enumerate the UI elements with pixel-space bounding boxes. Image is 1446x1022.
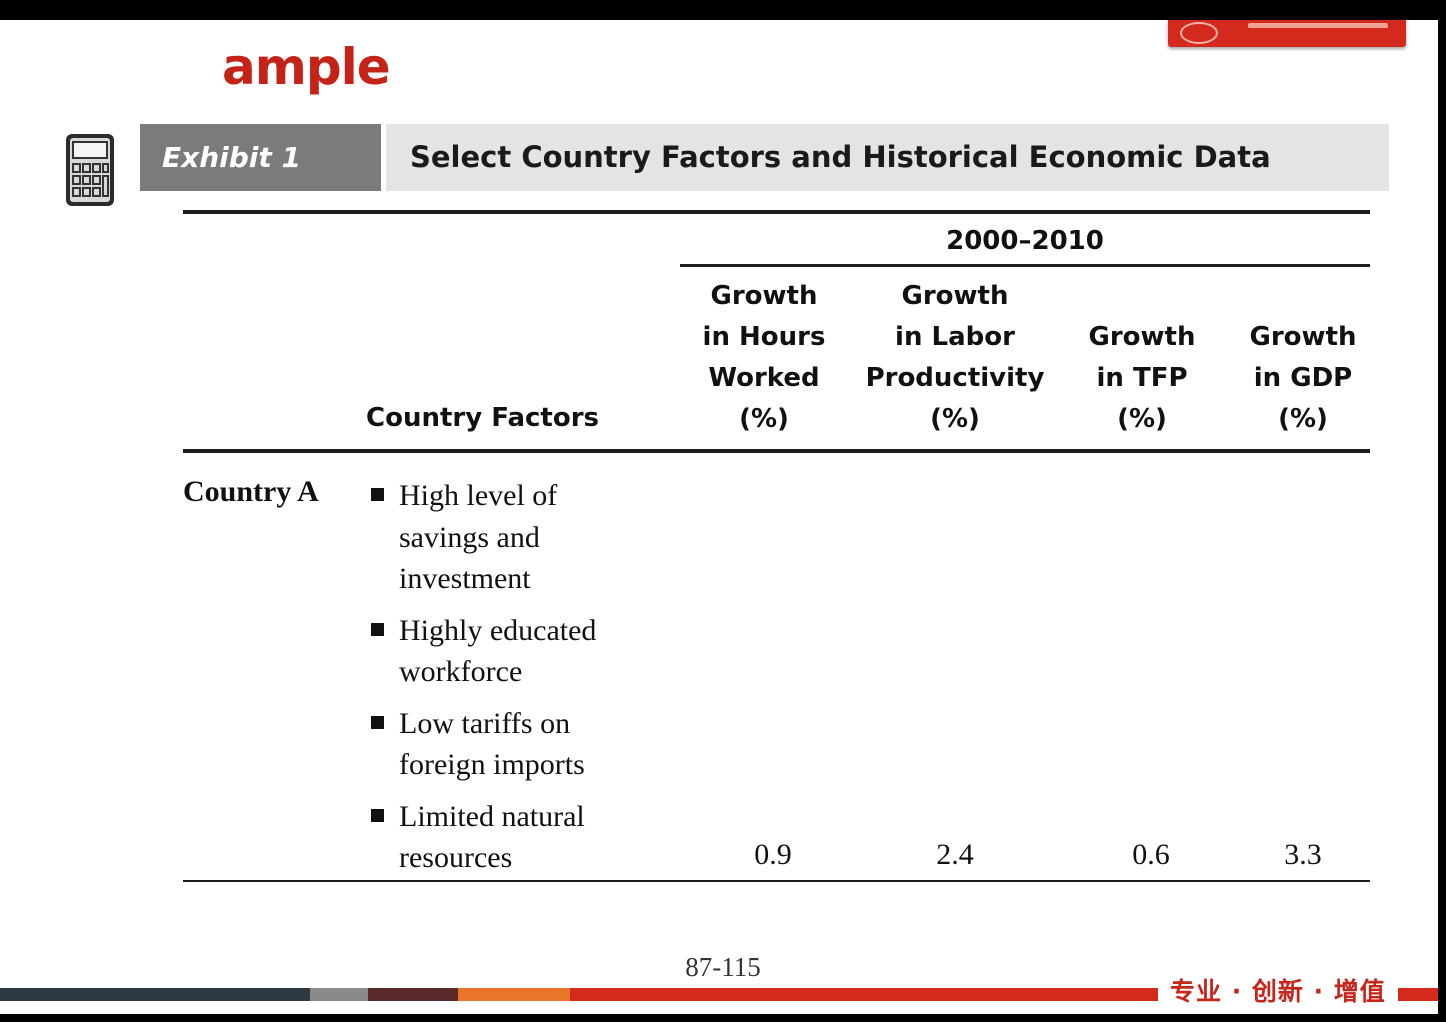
table-bottom-rule [183, 880, 1370, 882]
period-rule [680, 264, 1370, 267]
footer-slogan: 专业 · 创新 · 增值 [1170, 977, 1386, 1006]
period-header: 2000–2010 [946, 226, 1104, 256]
column-header-tfp: Growth in TFP (%) [1088, 322, 1196, 434]
bullet-icon [371, 715, 384, 729]
exhibit-title: Select Country Factors and Historical Ec… [386, 124, 1389, 191]
slide-title: ample [222, 38, 391, 96]
footer-bar-dark [0, 988, 310, 1001]
brand-logo [1168, 20, 1406, 47]
footer-bar-red [570, 988, 1158, 1001]
cell-hours-worked: 0.9 [754, 838, 792, 871]
row-header-country-a: Country A [183, 475, 319, 508]
country-factors-list: High level of savings and investment Hig… [368, 475, 639, 889]
cell-tfp: 0.6 [1132, 838, 1170, 871]
calculator-icon [66, 134, 114, 206]
cell-labor-productivity: 2.4 [936, 838, 974, 871]
column-header-country-factors: Country Factors [366, 403, 599, 433]
footer-bar-orange [458, 988, 570, 1001]
page-number: 87-115 [685, 952, 761, 982]
list-item: Limited natural resources [368, 796, 639, 879]
column-header-gdp: Growth in GDP (%) [1249, 322, 1357, 434]
column-header-labor-productivity: Growth in Labor Productivity (%) [865, 281, 1045, 434]
bullet-icon [371, 488, 384, 501]
footer-bar-maroon [368, 988, 458, 1001]
bullet-icon [371, 622, 384, 636]
list-item: Low tariffs on foreign imports [368, 703, 639, 786]
cell-gdp: 3.3 [1284, 838, 1322, 871]
list-item: High level of savings and investment [368, 475, 639, 600]
header-bottom-rule [183, 449, 1370, 453]
bullet-icon [371, 808, 384, 822]
brand-seal-icon [1180, 22, 1218, 44]
slide: ample Exhibit 1 Select Country Factors a… [0, 20, 1438, 1014]
brand-wordmark [1248, 23, 1388, 28]
footer-bar-red-end [1398, 988, 1438, 1001]
column-header-hours-worked: Growth in Hours Worked (%) [702, 281, 826, 434]
exhibit-label: Exhibit 1 [140, 124, 381, 191]
list-item: Highly educated workforce [368, 610, 639, 693]
footer-bar-grey [310, 988, 368, 1001]
table-top-rule [183, 210, 1370, 214]
